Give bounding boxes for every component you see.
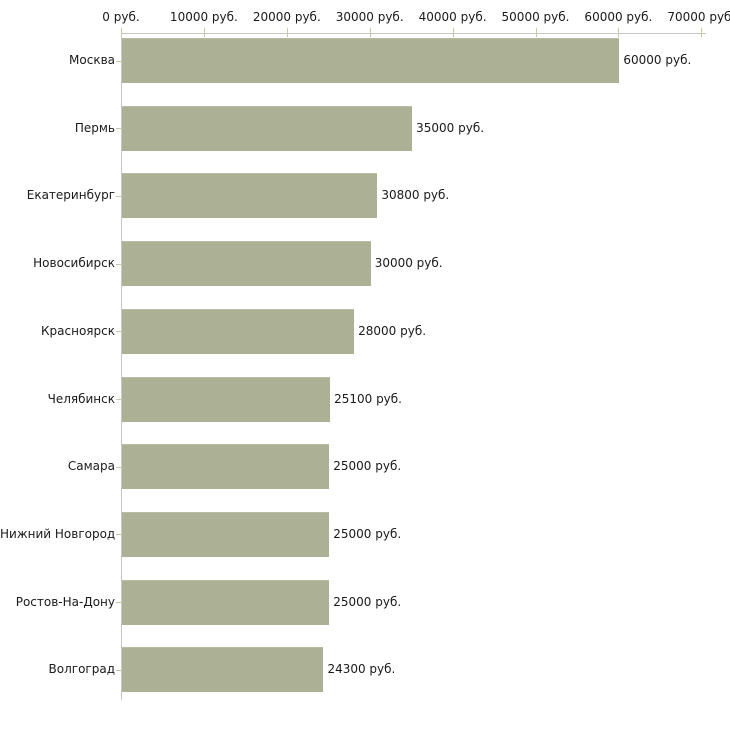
y-axis-tick xyxy=(116,128,121,130)
category-label: Пермь xyxy=(74,120,115,135)
value-label: 25000 руб. xyxy=(333,594,402,609)
x-axis-tick-label: 20000 руб. xyxy=(252,10,321,24)
y-axis-tick xyxy=(116,534,121,536)
bar-2 xyxy=(122,105,413,151)
x-axis-tick-label: 0 руб. xyxy=(102,10,140,24)
category-label: Волгоград xyxy=(48,662,115,677)
value-label: 25000 руб. xyxy=(333,526,402,541)
value-label: 25000 руб. xyxy=(333,459,402,474)
category-label: Новосибирск xyxy=(33,256,115,271)
y-axis-tick xyxy=(116,466,121,468)
category-label: Нижний Новгород xyxy=(0,526,116,541)
bar-7 xyxy=(122,444,330,490)
bar-4 xyxy=(122,241,371,287)
value-label: 60000 руб. xyxy=(623,53,692,67)
value-label: 25100 руб. xyxy=(334,391,402,406)
value-label: 30000 руб. xyxy=(374,256,443,271)
category-label: Челябинск xyxy=(47,391,115,406)
x-axis-tick-label: 50000 руб. xyxy=(501,10,570,24)
category-label: Красноярск xyxy=(41,323,115,338)
x-axis-tick xyxy=(203,28,205,37)
value-label: 28000 руб. xyxy=(358,323,427,338)
y-axis-tick xyxy=(116,60,121,62)
value-label: 35000 руб. xyxy=(416,120,485,135)
category-label: Ростов-На-Дону xyxy=(15,594,115,609)
x-axis-tick-label: 10000 руб. xyxy=(169,10,238,24)
x-axis-tick xyxy=(535,28,537,37)
bar-9 xyxy=(122,579,330,625)
y-axis-tick xyxy=(116,195,121,197)
x-axis-tick-label: 40000 руб. xyxy=(418,10,487,24)
bar-3 xyxy=(122,173,378,219)
bar-6 xyxy=(122,376,331,422)
value-label: 30800 руб. xyxy=(381,188,450,203)
y-axis-tick xyxy=(116,331,121,333)
x-axis-line xyxy=(121,33,706,34)
bar-1 xyxy=(122,38,620,83)
x-axis-tick xyxy=(701,28,703,37)
category-label: Екатеринбург xyxy=(26,188,115,203)
x-axis-tick xyxy=(618,28,620,37)
x-axis-tick xyxy=(452,28,454,37)
y-axis-tick xyxy=(116,263,121,265)
bar-8 xyxy=(122,511,330,557)
x-axis-tick xyxy=(121,28,122,37)
x-axis-tick xyxy=(369,28,371,37)
y-axis-tick xyxy=(116,602,121,604)
bar-5 xyxy=(122,308,355,354)
y-axis-line xyxy=(121,33,122,700)
x-axis-tick-label: 70000 руб. xyxy=(667,10,730,24)
x-axis-tick xyxy=(286,28,288,37)
x-axis-tick-label: 30000 руб. xyxy=(335,10,404,24)
category-label: Самара xyxy=(67,459,115,474)
category-label: Москва xyxy=(69,53,115,67)
value-label: 24300 руб. xyxy=(327,662,396,677)
y-axis-tick xyxy=(116,399,121,400)
bar-10 xyxy=(122,647,324,693)
y-axis-tick xyxy=(116,669,121,671)
x-axis-tick-label: 60000 руб. xyxy=(584,10,653,24)
